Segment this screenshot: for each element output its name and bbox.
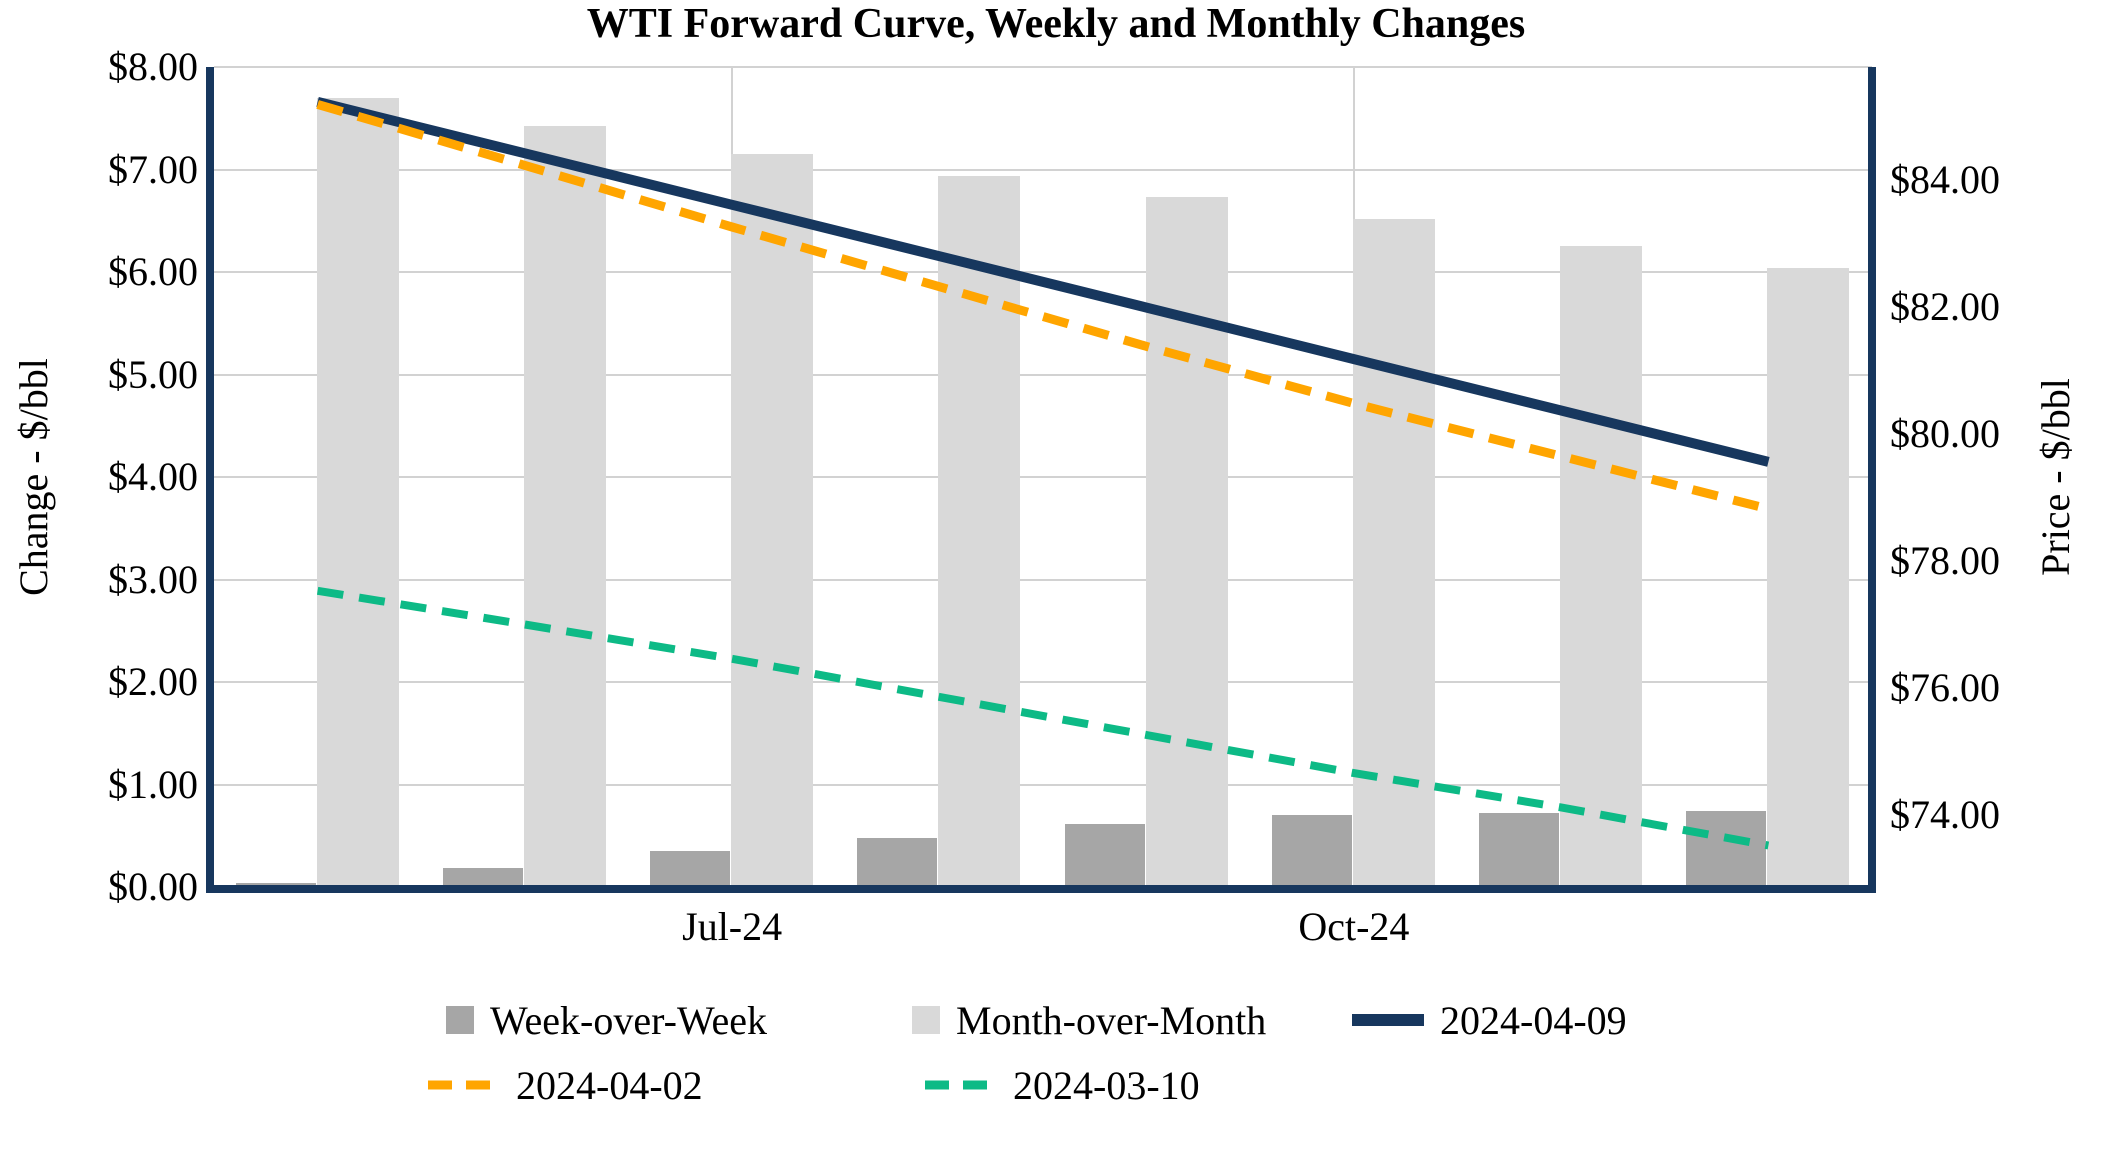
h-gridline [214, 476, 1872, 478]
legend-item-2024-04-09: 2024-04-09 [1352, 996, 1627, 1044]
bar-week-over-week [1686, 811, 1767, 887]
plot-area [214, 66, 1872, 888]
bar-week-over-week [857, 838, 938, 887]
left-axis-tick-label: $6.00 [108, 249, 198, 294]
left-axis-tick-label: $3.00 [108, 556, 198, 602]
left-axis-tick-label: $2.00 [108, 659, 198, 704]
legend-label: 2024-04-02 [516, 1062, 703, 1108]
legend-label: 2024-03-10 [1013, 1062, 1200, 1108]
right-axis-tick-label: $82.00 [1890, 284, 2000, 329]
legend-item-2024-04-02: 2024-04-02 [428, 1061, 703, 1109]
bar-month-over-month [1560, 246, 1643, 887]
bar-week-over-week [650, 851, 731, 887]
legend-item-month-over-month: Month-over-Month [912, 996, 1266, 1044]
bar-month-over-month [731, 154, 814, 887]
left-axis-tick-label: $8.00 [108, 44, 198, 89]
h-gridline [214, 66, 1872, 68]
left-axis-tick-label: $0.00 [108, 864, 198, 909]
chart-title: WTI Forward Curve, Weekly and Monthly Ch… [586, 1, 1526, 47]
right-axis-tick-label: $80.00 [1890, 411, 2000, 456]
line-2024-04-02 [316, 100, 1770, 514]
bar-week-over-week [1479, 813, 1560, 887]
bar-week-over-week [1271, 815, 1352, 887]
right-axis-tick-label: $76.00 [1890, 665, 2000, 710]
bar-month-over-month [1767, 268, 1850, 887]
square-swatch-icon [912, 1006, 940, 1034]
dash-swatch-icon [428, 1080, 500, 1090]
line-series-layer [316, 97, 1770, 850]
left-axis-tick-label: $5.00 [108, 351, 198, 397]
h-gridline [214, 271, 1872, 273]
left-axis-tick-label: $4.00 [108, 454, 198, 499]
x-axis-tick-label: Jul-24 [682, 904, 783, 949]
legend-item-week-over-week: Week-over-Week [446, 996, 767, 1044]
legend-item-2024-03-10: 2024-03-10 [925, 1061, 1200, 1109]
bar-week-over-week [1064, 824, 1145, 887]
h-gridline [214, 168, 1872, 171]
right-axis-tick-label: $84.00 [1890, 157, 2000, 202]
left-axis-tick-label: $1.00 [108, 761, 198, 807]
line-2024-04-09 [316, 97, 1770, 467]
h-gridline [214, 373, 1872, 376]
legend-label: Month-over-Month [956, 997, 1267, 1043]
x-axis-line [206, 885, 1876, 893]
legend-label: 2024-04-09 [1440, 997, 1627, 1043]
h-gridline [214, 681, 1872, 683]
line-2024-03-10 [316, 586, 1770, 850]
left-axis-tick-label: $7.00 [108, 146, 198, 192]
right-axis-tick-label: $78.00 [1890, 538, 2000, 583]
bar-week-over-week [442, 868, 523, 887]
bar-month-over-month [523, 126, 606, 887]
left-axis-line [206, 67, 214, 893]
dash-swatch-icon [925, 1080, 997, 1090]
right-axis-line [1868, 67, 1876, 893]
legend-label: Week-over-Week [490, 997, 768, 1043]
h-gridline [214, 783, 1872, 786]
square-swatch-icon [446, 1006, 474, 1034]
right-axis-tick-label: $74.00 [1890, 792, 2000, 837]
x-axis-tick-label: Oct-24 [1298, 904, 1410, 949]
h-gridline [214, 578, 1872, 581]
bar-month-over-month [316, 98, 399, 887]
line-swatch-icon [1352, 1014, 1424, 1026]
